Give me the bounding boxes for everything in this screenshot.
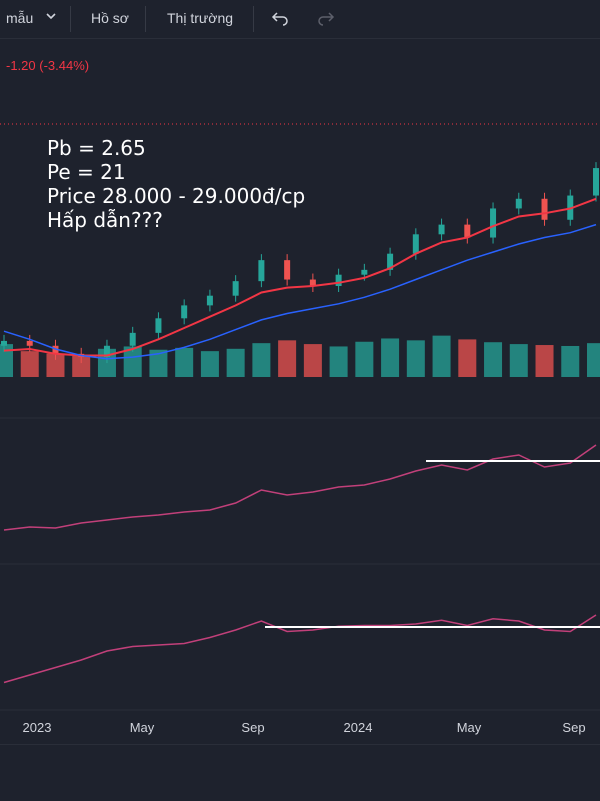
candle-body <box>284 260 291 280</box>
volume-bar <box>226 348 245 377</box>
undo-icon[interactable] <box>270 8 290 33</box>
top-toolbar: mẫu Hồ sơ Thị trường <box>0 0 600 39</box>
candle-body <box>258 260 265 282</box>
volume-bar <box>278 340 297 377</box>
volume-bar <box>406 340 425 377</box>
candle-body <box>438 224 445 235</box>
volume-bar <box>432 335 451 377</box>
ma-short-line <box>3 197 597 357</box>
candle-body <box>181 305 188 319</box>
price-change: -1.20 (-3.44%) <box>6 58 90 73</box>
ma-long-line <box>3 223 597 360</box>
candle-body <box>309 279 316 286</box>
volume-bar <box>329 346 348 377</box>
volume-bar <box>355 341 374 377</box>
volume-bar <box>535 345 554 377</box>
x-tick-label: Sep <box>562 720 585 735</box>
candle-body <box>387 253 394 270</box>
volume-bar <box>149 349 168 377</box>
volume-bar <box>0 344 13 377</box>
candle-body <box>515 198 522 209</box>
candle-body <box>1 340 7 346</box>
x-tick-label: Sep <box>241 720 264 735</box>
toolbar-divider <box>145 6 146 32</box>
candle-body <box>490 208 497 238</box>
x-tick-label: 2023 <box>23 720 52 735</box>
template-menu[interactable]: mẫu <box>6 10 34 26</box>
candle-body <box>206 295 213 306</box>
volume-bar <box>123 346 142 377</box>
candle-body <box>464 224 471 238</box>
x-tick-label: 2024 <box>344 720 373 735</box>
annotation-pe: Pe = 21 <box>47 160 126 184</box>
annotation-question: Hấp dẫn??? <box>47 208 163 232</box>
volume-bar <box>175 347 194 377</box>
candle-body <box>541 198 548 220</box>
volume-bar <box>252 343 271 377</box>
volume-bar <box>20 351 39 377</box>
indicator-2-line <box>3 614 597 684</box>
annotation-text: Pb = 2.65 Pe = 21 Price 28.000 - 29.000đ… <box>47 136 305 232</box>
volume-bar <box>587 343 600 377</box>
bottom-bar <box>0 744 600 801</box>
candle-body <box>52 345 59 354</box>
volume-bar <box>561 345 580 377</box>
candle-body <box>103 345 110 358</box>
chevron-down-icon[interactable] <box>44 9 58 28</box>
volume-bar <box>484 342 503 377</box>
profile-button[interactable]: Hồ sơ <box>91 10 129 26</box>
volume-bar <box>200 351 219 377</box>
volume-bar <box>509 344 528 377</box>
candle-body <box>593 168 599 196</box>
volume-bar <box>46 353 65 377</box>
x-tick-label: May <box>130 720 155 735</box>
toolbar-divider <box>253 6 254 32</box>
annotation-price: Price 28.000 - 29.000đ/cp <box>47 184 306 208</box>
volume-bar <box>381 338 400 377</box>
market-button[interactable]: Thị trường <box>167 10 234 26</box>
volume-bar <box>72 355 91 377</box>
volume-bar <box>303 344 322 377</box>
annotation-pb: Pb = 2.65 <box>47 136 146 160</box>
candle-body <box>232 281 239 296</box>
candle-body <box>26 340 33 346</box>
candle-body <box>335 274 342 286</box>
price-chart[interactable]: 2023 May Sep 2024 May Sep <box>0 40 600 744</box>
volume-bar <box>458 339 477 377</box>
candle-body <box>129 332 136 346</box>
redo-icon[interactable] <box>316 8 336 33</box>
toolbar-divider <box>70 6 71 32</box>
x-tick-label: May <box>457 720 482 735</box>
candle-body <box>155 318 162 333</box>
candle-body <box>361 269 368 275</box>
candle-body <box>412 234 419 254</box>
indicator-1-line <box>3 444 597 531</box>
